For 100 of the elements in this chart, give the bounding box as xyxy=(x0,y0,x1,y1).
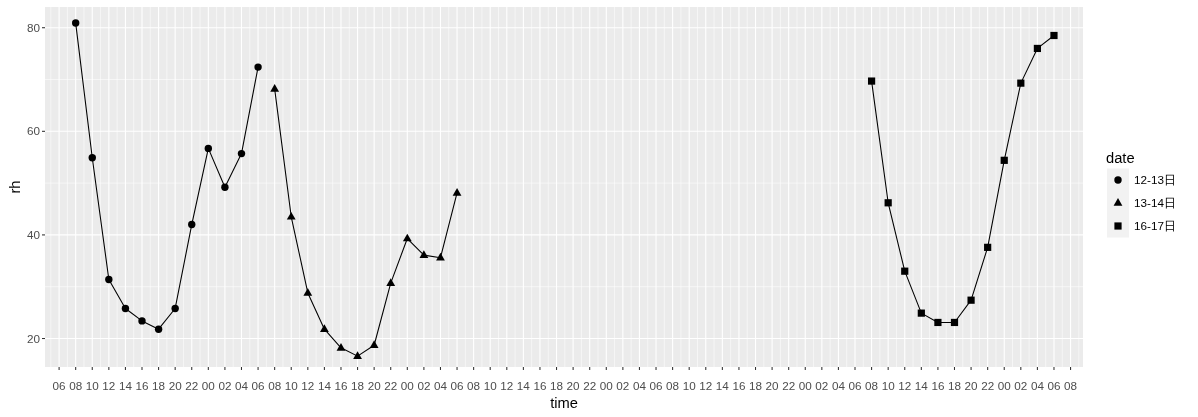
x-tick-label: 08 xyxy=(666,379,680,392)
y-axis-title: rh xyxy=(7,180,23,194)
point xyxy=(286,211,296,220)
point xyxy=(105,275,113,284)
x-tick-label: 18 xyxy=(152,379,166,392)
x-tick-label: 18 xyxy=(550,379,564,392)
x-tick-label: 22 xyxy=(782,379,796,392)
x-tick-label: 22 xyxy=(981,379,995,392)
x-tick-label: 04 xyxy=(234,379,249,392)
x-tick-label: 12 xyxy=(102,379,116,392)
x-tick-label: 22 xyxy=(583,379,597,392)
x-tick-label: 02 xyxy=(417,379,431,392)
point xyxy=(154,325,163,333)
point xyxy=(1017,79,1025,87)
point xyxy=(138,317,146,325)
x-tick-label: 00 xyxy=(201,379,216,392)
point xyxy=(221,183,229,191)
x-tick-label: 04 xyxy=(1030,379,1045,392)
point xyxy=(270,83,280,92)
point xyxy=(867,77,876,85)
point xyxy=(452,188,462,196)
x-tick-label: 18 xyxy=(351,379,365,392)
y-tick-label: 60 xyxy=(26,124,41,138)
x-tick-label: 04 xyxy=(831,379,846,392)
x-tick-label: 16 xyxy=(931,379,945,392)
point xyxy=(303,288,313,296)
x-tick-label: 14 xyxy=(914,379,929,392)
legend-title: date xyxy=(1106,149,1135,166)
x-tick-label: 14 xyxy=(118,379,133,392)
x-tick-label: 16 xyxy=(533,379,547,392)
point xyxy=(353,351,362,359)
x-tick-label: 06 xyxy=(251,379,265,392)
x-tick-label: 20 xyxy=(765,379,780,392)
x-tick-label: 04 xyxy=(632,379,647,392)
x-tick-label: 06 xyxy=(52,379,66,392)
point xyxy=(171,304,179,313)
x-tick-label: 08 xyxy=(69,379,83,392)
point xyxy=(188,220,196,229)
y-tick-label: 20 xyxy=(26,331,41,345)
point xyxy=(950,318,959,327)
x-tick-label: 00 xyxy=(997,379,1012,392)
x-tick-label: 00 xyxy=(400,379,415,392)
point xyxy=(254,63,262,71)
x-tick-label: 22 xyxy=(185,379,199,392)
point xyxy=(901,267,909,275)
point xyxy=(984,243,992,251)
point xyxy=(934,318,942,327)
x-tick-label: 20 xyxy=(964,379,979,392)
point xyxy=(386,278,396,286)
x-tick-label: 12 xyxy=(500,379,514,392)
x-tick-label: 14 xyxy=(516,379,531,392)
legend-label: 13-14日 xyxy=(1134,196,1176,209)
x-tick-label: 16 xyxy=(135,379,149,392)
point xyxy=(237,149,246,158)
x-tick-label: 08 xyxy=(1064,379,1078,392)
point xyxy=(917,309,925,317)
x-tick-label: 20 xyxy=(168,379,183,392)
point xyxy=(336,342,346,351)
x-tick-label: 22 xyxy=(384,379,398,392)
point xyxy=(88,154,96,162)
x-tick-label: 06 xyxy=(1047,379,1061,392)
x-tick-label: 08 xyxy=(865,379,879,392)
point xyxy=(71,19,80,27)
x-tick-label: 06 xyxy=(649,379,663,392)
y-tick-label: 40 xyxy=(26,227,41,241)
x-tick-label: 14 xyxy=(715,379,730,392)
x-tick-label: 16 xyxy=(732,379,746,392)
point xyxy=(204,144,213,153)
x-tick-label: 06 xyxy=(450,379,464,392)
x-tick-label: 10 xyxy=(85,379,100,392)
x-tick-label: 16 xyxy=(334,379,348,392)
x-tick-label: 08 xyxy=(467,379,481,392)
x-tick-label: 10 xyxy=(284,379,299,392)
point xyxy=(369,340,379,349)
x-tick-label: 02 xyxy=(1014,379,1028,392)
x-tick-label: 12 xyxy=(301,379,315,392)
x-tick-label: 08 xyxy=(268,379,282,392)
point xyxy=(1033,44,1041,53)
legend-label: 16-17日 xyxy=(1134,219,1176,232)
point xyxy=(320,324,329,332)
x-tick-label: 18 xyxy=(947,379,961,392)
x-tick-label: 10 xyxy=(483,379,498,392)
y-tick-label: 80 xyxy=(26,20,41,34)
x-tick-label: 00 xyxy=(599,379,614,392)
point xyxy=(121,304,130,313)
x-axis-title: time xyxy=(550,395,578,411)
point xyxy=(419,250,429,258)
point xyxy=(884,199,892,207)
point xyxy=(1000,156,1008,164)
x-tick-label: 02 xyxy=(218,379,232,392)
x-tick-label: 06 xyxy=(848,379,862,392)
x-tick-label: 14 xyxy=(317,379,332,392)
x-tick-label: 12 xyxy=(699,379,713,392)
point xyxy=(402,233,412,242)
x-tick-label: 02 xyxy=(815,379,829,392)
x-tick-label: 20 xyxy=(367,379,382,392)
x-tick-label: 10 xyxy=(881,379,896,392)
point xyxy=(436,252,445,261)
x-tick-label: 12 xyxy=(898,379,912,392)
point xyxy=(967,296,975,304)
